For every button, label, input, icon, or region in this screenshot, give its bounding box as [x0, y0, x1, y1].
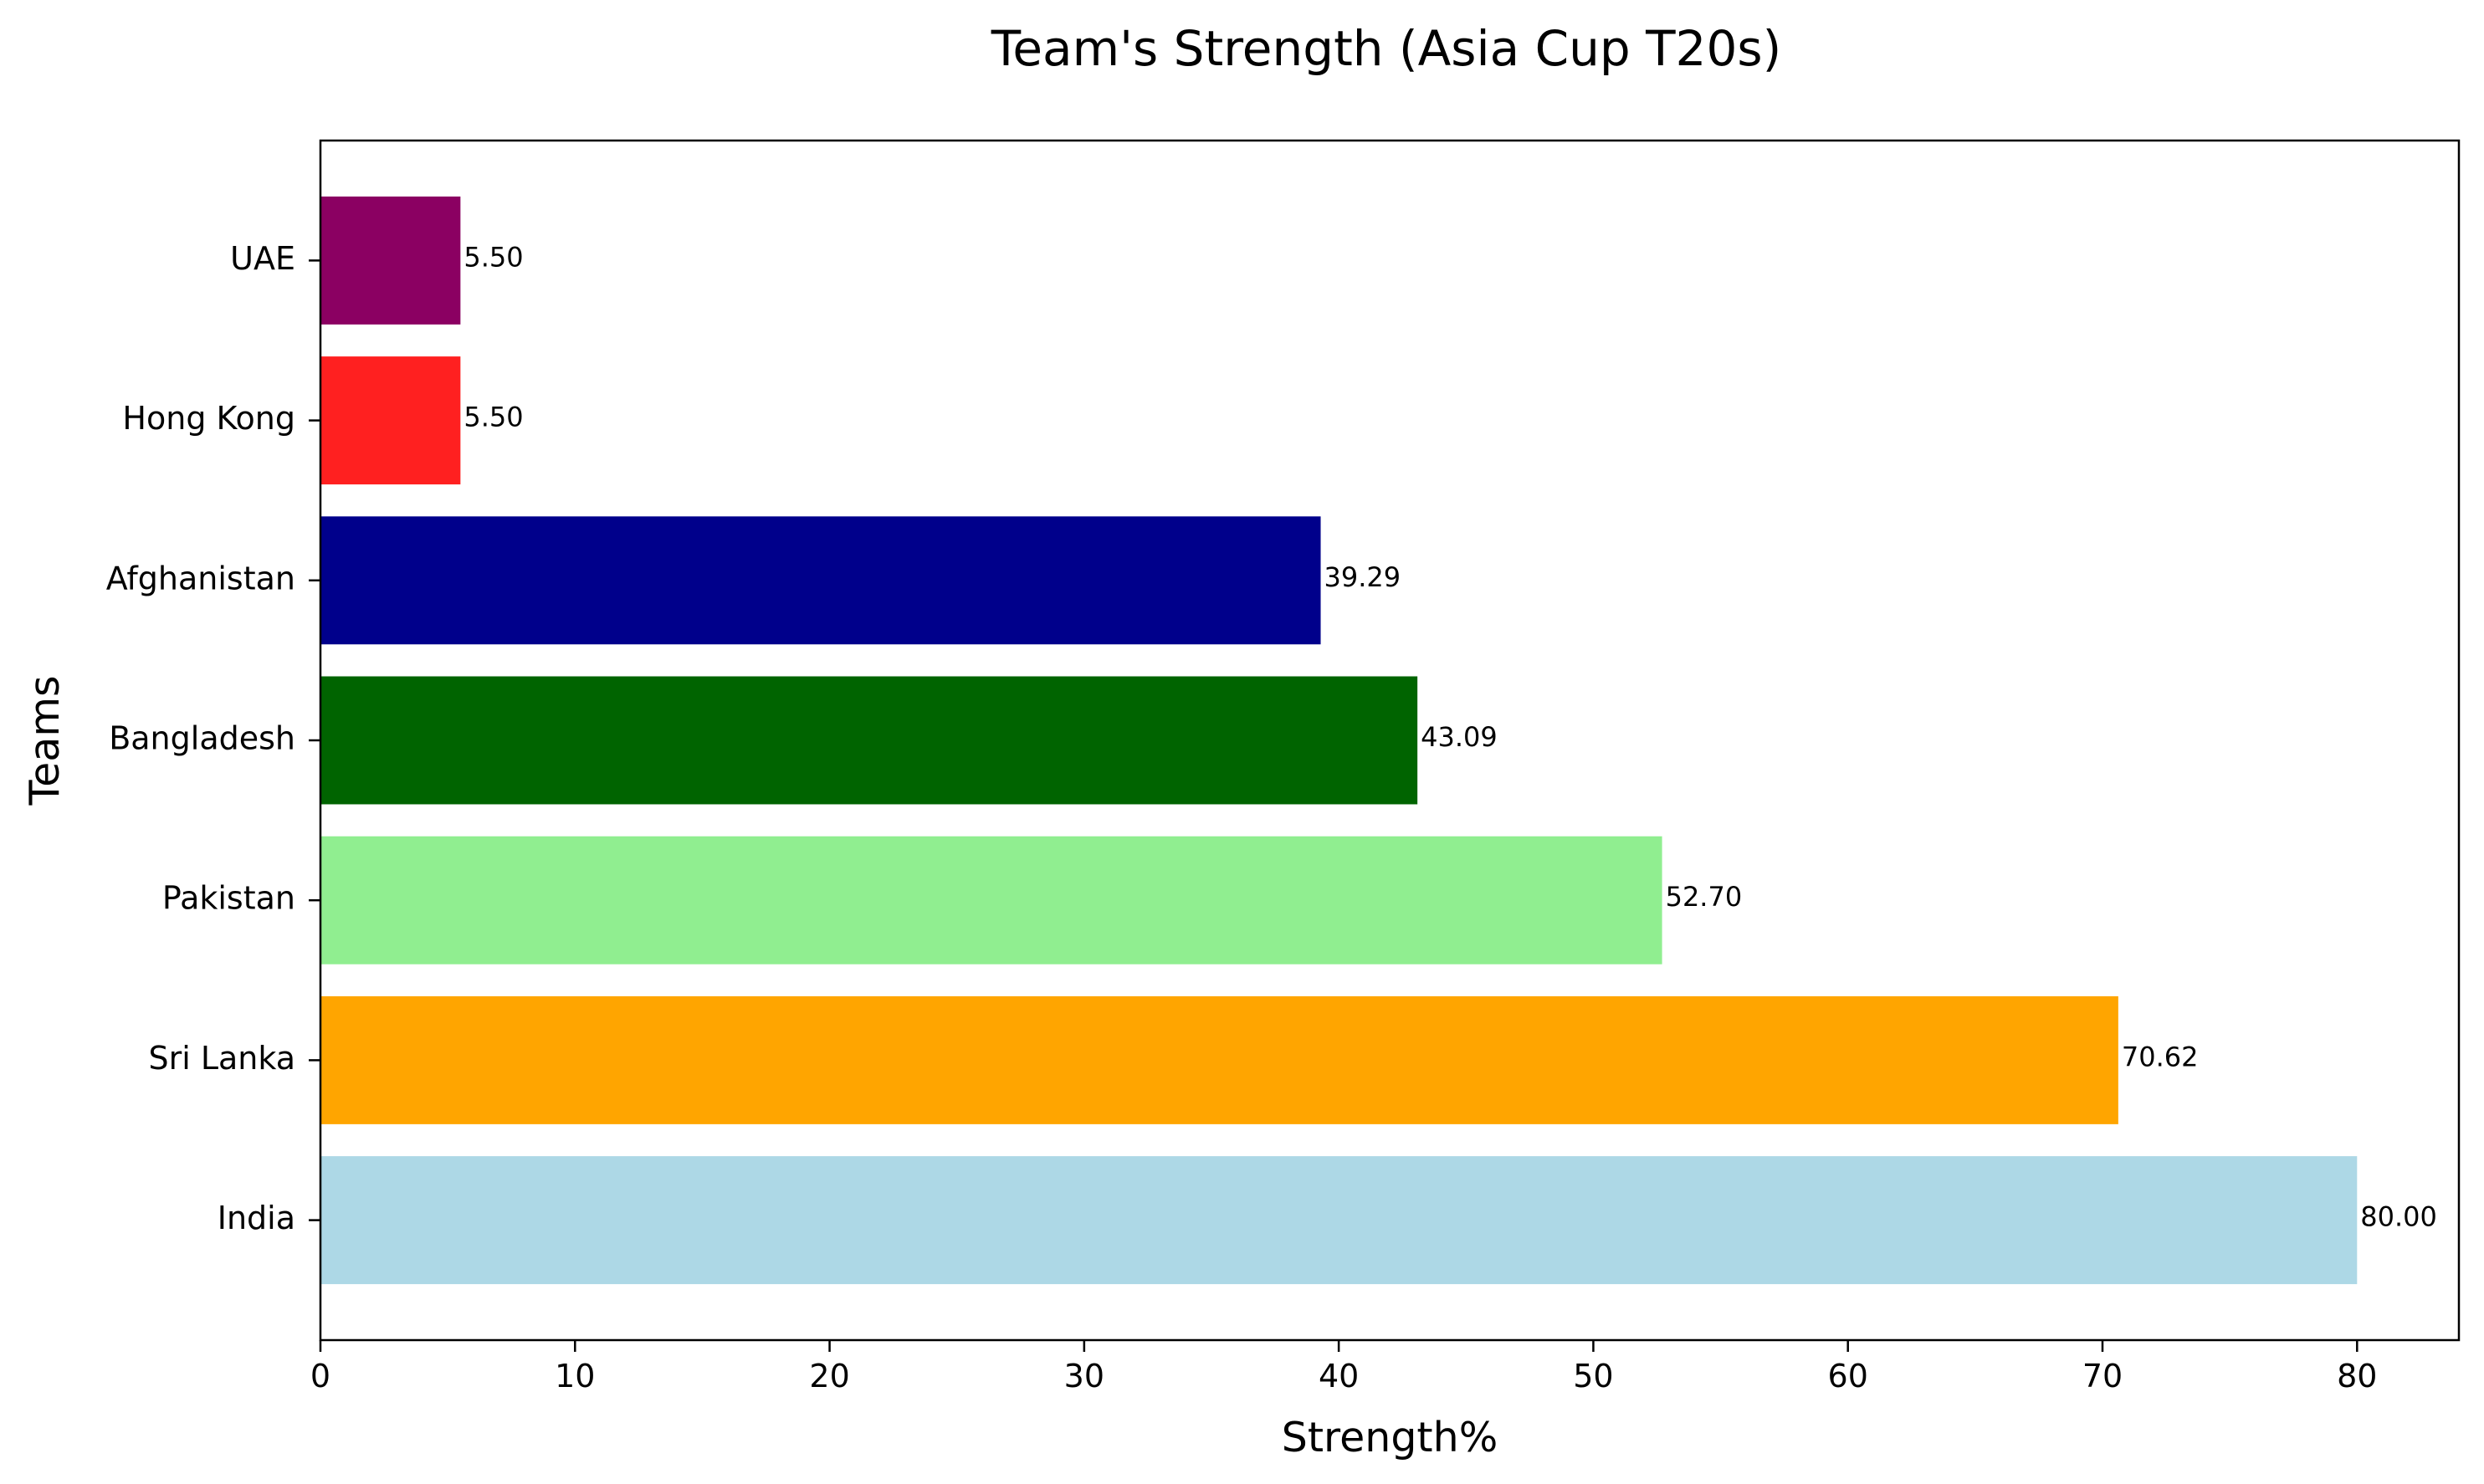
x-axis-ticks: 0 10 20 30 40 50 60 70 80: [310, 1340, 2377, 1394]
bar-afghanistan: [320, 516, 1321, 645]
x-axis-label: Strength%: [1282, 1414, 1498, 1461]
y-tick-label-india: India: [218, 1200, 295, 1236]
y-tick-label-hong-kong: Hong Kong: [122, 400, 295, 437]
data-labels-group: 80.00 70.62 52.70 43.09 39.29 5.50 5.50: [464, 241, 2437, 1232]
y-tick-label-sri-lanka: Sri Lanka: [148, 1040, 295, 1077]
y-axis-label: Teams: [21, 675, 69, 806]
x-tick-label-0: 0: [310, 1358, 330, 1394]
y-tick-label-pakistan: Pakistan: [162, 880, 295, 917]
bar-india: [320, 1156, 2358, 1285]
bar-bangladesh: [320, 676, 1418, 805]
data-label-sri-lanka: 70.62: [2122, 1041, 2199, 1072]
y-tick-label-afghanistan: Afghanistan: [106, 560, 295, 596]
data-label-hong-kong: 5.50: [464, 402, 523, 433]
x-tick-label-70: 70: [2082, 1358, 2123, 1394]
data-label-uae: 5.50: [464, 241, 523, 273]
plot-frame: [319, 139, 2461, 1342]
y-tick-label-bangladesh: Bangladesh: [109, 720, 295, 757]
x-tick-label-40: 40: [1319, 1358, 1359, 1394]
x-tick-label-50: 50: [1573, 1358, 1613, 1394]
y-tick-label-uae: UAE: [230, 240, 295, 277]
data-label-bangladesh: 43.09: [1421, 721, 1498, 753]
data-label-pakistan: 52.70: [1666, 881, 1743, 913]
y-axis-ticks: India Sri Lanka Pakistan Bangladesh Afghanis…: [106, 240, 320, 1236]
bar-hong-kong: [320, 356, 461, 485]
x-tick-label-80: 80: [2337, 1358, 2377, 1394]
bar-pakistan: [320, 836, 1662, 965]
data-label-india: 80.00: [2360, 1201, 2437, 1233]
bars-group: [320, 196, 2358, 1285]
x-tick-label-20: 20: [809, 1358, 849, 1394]
x-tick-label-10: 10: [555, 1358, 595, 1394]
x-tick-label-30: 30: [1064, 1358, 1104, 1394]
chart-title: Team's Strength (Asia Cup T20s): [991, 20, 1781, 77]
data-label-afghanistan: 39.29: [1324, 561, 1401, 593]
bar-uae: [320, 196, 461, 325]
x-tick-label-60: 60: [1828, 1358, 1868, 1394]
bar-sri-lanka: [320, 995, 2118, 1124]
